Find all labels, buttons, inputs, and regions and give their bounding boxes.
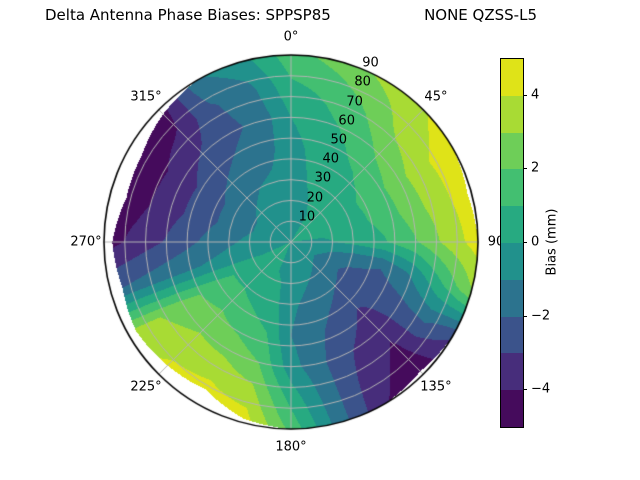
radial-tick-80: 80	[354, 74, 371, 90]
colorbar-segment-8	[501, 353, 523, 391]
radial-tick-20: 20	[306, 190, 324, 206]
angular-tick-45: 45°	[424, 89, 448, 105]
radial-tick-90: 90	[362, 55, 379, 71]
colorbar-segment-2	[501, 132, 523, 170]
colorbar-tick-label-0: 0	[531, 234, 540, 250]
chart-title-left: Delta Antenna Phase Biases: SPPSP85	[45, 6, 331, 24]
angular-tick-225: 225°	[130, 379, 162, 395]
colorbar-tick-label--4: −4	[531, 381, 551, 397]
colorbar-tickmark-4	[523, 94, 527, 96]
colorbar-segment-0	[501, 59, 523, 96]
radial-tick-40: 40	[322, 151, 340, 167]
colorbar-segment-9	[501, 390, 523, 427]
colorbar-segment-3	[501, 169, 523, 207]
colorbar-segment-1	[501, 95, 523, 133]
colorbar-segment-6	[501, 279, 523, 317]
colorbar-tickmark-2	[523, 168, 527, 170]
radial-tick-50: 50	[330, 132, 348, 148]
colorbar-tickmark--4	[523, 389, 527, 391]
colorbar	[500, 58, 524, 428]
colorbar-segment-5	[501, 242, 523, 280]
chart-title-right: NONE QZSS-L5	[424, 6, 537, 24]
angular-tick-0: 0°	[283, 29, 299, 45]
colorbar-tick-label--2: −2	[531, 308, 551, 324]
angular-tick-270: 270°	[70, 234, 102, 250]
colorbar-tick-label-4: 4	[531, 87, 540, 103]
radial-tick-70: 70	[346, 94, 363, 110]
colorbar-axis-label: Bias (mm)	[544, 208, 560, 276]
angular-tick-135: 135°	[420, 379, 452, 395]
chart-title: Delta Antenna Phase Biases: SPPSP85 NONE…	[45, 6, 537, 25]
angular-tick-315: 315°	[130, 89, 162, 105]
colorbar-tickmark-0	[523, 242, 527, 243]
colorbar-tickmark--2	[523, 315, 527, 317]
radial-tick-60: 60	[338, 113, 355, 129]
radial-tick-10: 10	[298, 209, 316, 225]
colorbar-tick-label-2: 2	[531, 160, 540, 176]
colorbar-segment-7	[501, 316, 523, 354]
colorbar-segment-4	[501, 206, 523, 243]
angular-tick-180: 180°	[275, 439, 307, 455]
radial-tick-30: 30	[314, 170, 332, 186]
